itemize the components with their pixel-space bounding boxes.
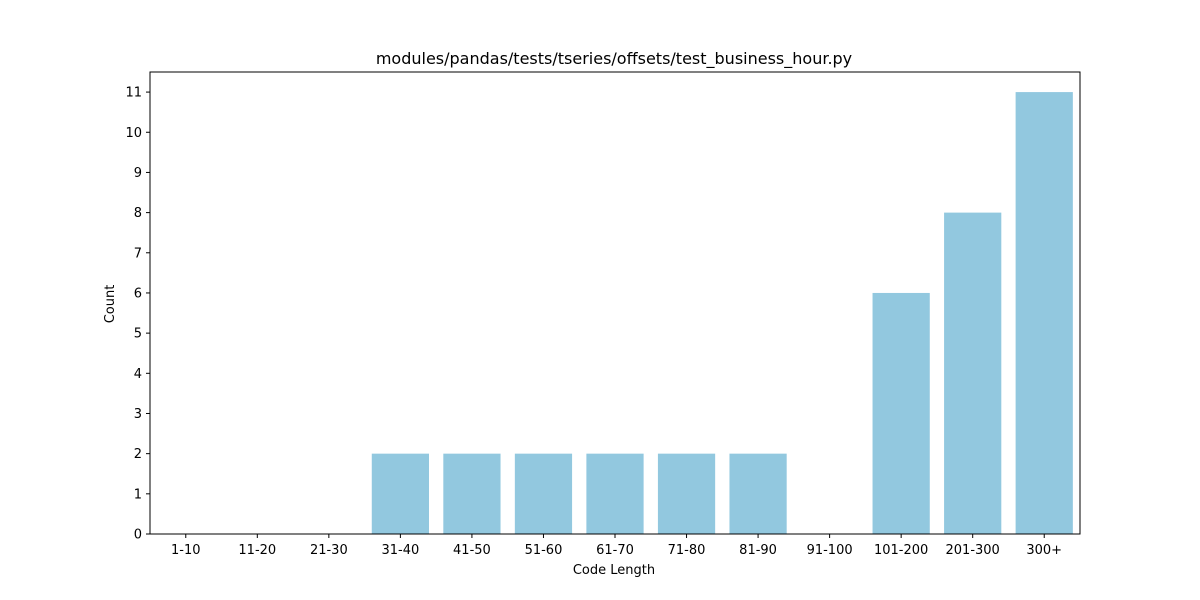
y-tick-label: 6 [134, 286, 142, 301]
bar-41-50 [443, 453, 501, 534]
x-tick-label: 1-10 [171, 543, 201, 558]
bars-group [371, 92, 1073, 534]
y-tick-label: 2 [134, 447, 142, 462]
bar-51-60 [514, 453, 573, 534]
x-tick-label: 41-50 [453, 543, 491, 558]
x-tick-label: 300+ [1026, 543, 1062, 558]
x-tick-label: 201-300 [946, 543, 1000, 558]
y-tick-label: 9 [134, 166, 142, 181]
x-tick-label: 51-60 [525, 543, 563, 558]
y-tick-label: 7 [134, 246, 142, 261]
x-axis: 1-10 11-20 21-30 31-40 41-50 51-60 61-70 71-80 8… [171, 534, 1062, 558]
x-tick-label: 11-20 [238, 543, 276, 558]
plot-frame [149, 71, 1081, 535]
y-axis: 0 1 2 3 4 5 6 7 8 9 10 11 [125, 86, 150, 543]
bar-201-300 [944, 212, 1002, 534]
x-axis-label: Code Length [573, 563, 655, 578]
x-tick-label: 21-30 [310, 543, 348, 558]
x-tick-label: 101-200 [874, 543, 928, 558]
x-tick-label: 71-80 [668, 543, 706, 558]
bar-31-40 [371, 453, 429, 534]
x-tick-label: 31-40 [381, 543, 419, 558]
y-tick-label: 10 [125, 126, 142, 141]
x-tick-label: 81-90 [739, 543, 777, 558]
y-axis-label: Count [103, 285, 118, 324]
y-tick-label: 5 [134, 327, 142, 342]
y-tick-label: 11 [125, 86, 142, 101]
chart-title: modules/pandas/tests/tseries/offsets/tes… [376, 49, 852, 69]
y-tick-label: 0 [134, 528, 142, 543]
y-tick-label: 1 [134, 487, 142, 502]
x-tick-label: 91-100 [807, 543, 853, 558]
bar-71-80 [657, 453, 716, 534]
y-tick-label: 8 [134, 206, 142, 221]
bar-81-90 [729, 453, 787, 534]
x-tick-label: 61-70 [596, 543, 634, 558]
y-tick-label: 3 [134, 407, 142, 422]
bar-300+ [1015, 92, 1073, 534]
bar-101-200 [872, 292, 930, 534]
y-tick-label: 4 [134, 367, 142, 382]
bar-61-70 [586, 453, 644, 534]
